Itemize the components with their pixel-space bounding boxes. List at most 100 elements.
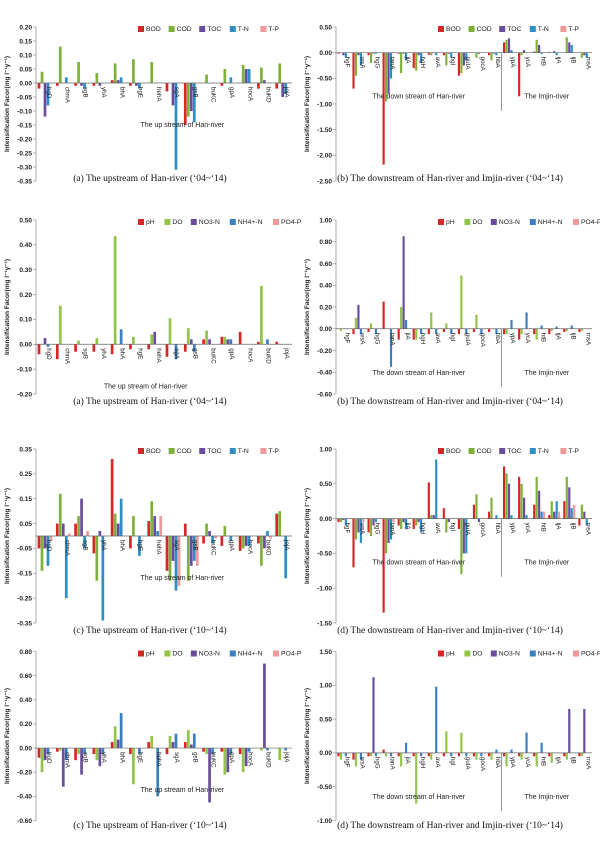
region-label-upstream: The up stream of Han-river bbox=[140, 787, 224, 794]
bar-ph bbox=[487, 328, 491, 333]
bar-ph bbox=[382, 301, 385, 329]
y-tick-label: 0.80 bbox=[319, 239, 332, 246]
x-tick-label: ijA bbox=[554, 523, 561, 531]
bar-nh4-n bbox=[405, 742, 408, 753]
bar-cod bbox=[95, 536, 99, 581]
legend-swatch bbox=[229, 650, 236, 657]
legend-label: pH bbox=[146, 219, 155, 226]
legend-item: TOC bbox=[199, 448, 222, 455]
bar-ph bbox=[518, 328, 521, 340]
bar-ph bbox=[367, 752, 370, 757]
bar-ph bbox=[457, 328, 460, 335]
x-tick-label: jojA bbox=[283, 86, 290, 98]
legend-label: TOC bbox=[207, 26, 221, 33]
bar-t-p bbox=[362, 518, 365, 523]
x-tick-label: jiA bbox=[404, 522, 411, 531]
bar-ph bbox=[74, 748, 77, 761]
bar-no3-n bbox=[208, 339, 211, 345]
y-tick-label: -0.10 bbox=[17, 108, 32, 115]
y-tick-label: 0.25 bbox=[19, 471, 32, 478]
x-tick-label: hgH bbox=[419, 57, 426, 68]
x-tick-label: msA bbox=[584, 757, 591, 770]
bar-cod bbox=[113, 63, 117, 83]
bar-ph bbox=[202, 339, 205, 345]
x-tick-label: ycA bbox=[524, 333, 531, 344]
x-tick-label: avA bbox=[434, 523, 441, 535]
bar-bod bbox=[352, 52, 355, 89]
x-tick-label: hgE bbox=[137, 87, 144, 98]
bar-ph bbox=[165, 748, 169, 755]
legend-item: NH4+-N bbox=[229, 219, 263, 226]
bar-do bbox=[354, 317, 358, 329]
bar-bod bbox=[382, 52, 385, 165]
bar-nh4-n bbox=[192, 344, 196, 352]
bar-ph bbox=[548, 752, 551, 757]
x-tick-label: wsA bbox=[359, 756, 366, 770]
x-tick-label: bhA bbox=[118, 348, 125, 360]
x-tick-label: buKD bbox=[265, 348, 272, 364]
y-axis-title: Intensification Facor(mg l⁻¹y⁻¹) bbox=[4, 488, 11, 584]
bar-bod bbox=[55, 83, 59, 86]
bar-no3-n bbox=[226, 748, 230, 773]
bar-chart: Intensification Facor(mg l⁻¹y⁻¹) 0.20 0.15… bbox=[4, 24, 292, 185]
bar-do bbox=[77, 748, 80, 755]
bar-ph bbox=[238, 748, 242, 755]
x-tick-label: tanA bbox=[389, 523, 396, 537]
legend-item: pH bbox=[138, 219, 155, 226]
bar-cod bbox=[95, 73, 99, 83]
bar-chart: Intensification Facor(mg l⁻¹y⁻¹) 0.50 0.40… bbox=[4, 217, 302, 398]
x-tick-label: hehA bbox=[155, 87, 162, 102]
legend-label: pH bbox=[446, 651, 455, 658]
bar-cod bbox=[580, 52, 583, 58]
legend-label: BOD bbox=[446, 26, 461, 33]
legend-swatch bbox=[490, 219, 497, 225]
bar-t-p bbox=[214, 536, 217, 539]
bar-cod bbox=[205, 74, 208, 83]
bar-chart: Intensification Facor(mg l⁻¹y⁻¹) 0.35 0.25… bbox=[4, 446, 292, 627]
legend-label: NO3-N bbox=[199, 219, 220, 226]
bar-cod bbox=[565, 37, 568, 53]
legend-swatch bbox=[438, 448, 444, 454]
y-tick-label: 0.05 bbox=[19, 66, 32, 73]
bar-t-n bbox=[101, 536, 105, 621]
legend-swatch bbox=[138, 650, 144, 657]
legend-item: NO3-N bbox=[190, 650, 220, 658]
bar-t-n bbox=[420, 518, 423, 533]
x-tick-label: hbA bbox=[494, 523, 501, 535]
legend-label: BOD bbox=[146, 448, 161, 455]
x-tick-label: buKD bbox=[265, 540, 272, 556]
bar-toc bbox=[43, 83, 47, 117]
legend-item: T-N bbox=[529, 26, 549, 33]
bar-nh4-n bbox=[119, 713, 123, 749]
x-tick-label: hocA bbox=[246, 752, 253, 767]
bar-cod bbox=[505, 39, 508, 53]
bar-do bbox=[475, 314, 478, 329]
x-tick-label: hgD bbox=[45, 752, 52, 764]
bar-do bbox=[460, 275, 463, 329]
bar-t-n bbox=[465, 52, 468, 61]
bar-cod bbox=[339, 518, 342, 523]
legend-swatch bbox=[260, 448, 267, 454]
bar-nh4-n bbox=[101, 748, 105, 755]
bar-cod bbox=[354, 518, 358, 540]
y-tick-label: -1.00 bbox=[317, 101, 332, 108]
y-tick-label: -0.50 bbox=[317, 551, 332, 558]
bar-cod bbox=[385, 52, 388, 102]
legend-swatch bbox=[138, 448, 144, 454]
bar-cod bbox=[205, 523, 208, 536]
legend-label: pH bbox=[146, 651, 155, 658]
x-tick-label: yhA bbox=[100, 87, 107, 99]
legend-label: T-N bbox=[238, 26, 249, 33]
x-tick-label: hgF bbox=[344, 333, 351, 344]
region-label-upstream: The up stream of Han-river bbox=[140, 122, 224, 129]
x-tick-label: ycA bbox=[524, 57, 531, 68]
bar-bod bbox=[129, 83, 132, 86]
bar-no3-n bbox=[43, 748, 47, 761]
bar-cod bbox=[415, 52, 418, 71]
bar-do bbox=[520, 752, 523, 760]
bar-toc bbox=[447, 518, 450, 523]
region-label-imjin: The Imjin-river bbox=[524, 794, 569, 801]
bar-bod bbox=[457, 518, 460, 530]
x-tick-label: hgG bbox=[374, 523, 381, 535]
legend-swatch bbox=[529, 650, 536, 657]
